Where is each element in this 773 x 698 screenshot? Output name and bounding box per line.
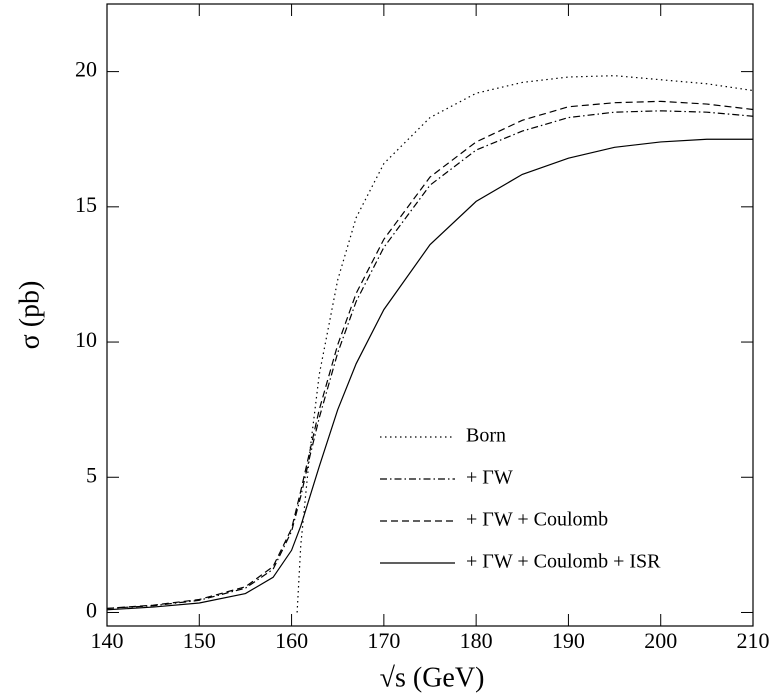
x-tick-label: 180 xyxy=(460,628,493,653)
y-tick-label: 10 xyxy=(75,327,97,352)
x-tick-label: 190 xyxy=(552,628,585,653)
legend-label: + ΓW + Coulomb xyxy=(466,509,608,531)
y-tick-label: 5 xyxy=(86,462,97,487)
y-tick-label: 0 xyxy=(86,598,97,623)
curve xyxy=(106,138,753,611)
legend-label: + ΓW + Coulomb + ISR xyxy=(466,551,661,573)
y-axis-label: σ (pb) xyxy=(14,281,45,350)
x-tick-label: 140 xyxy=(91,628,124,653)
y-tick-label: 15 xyxy=(75,192,97,217)
x-tick-label: 210 xyxy=(737,628,770,653)
y-tick-label: 20 xyxy=(75,57,97,82)
curve xyxy=(296,75,754,613)
x-tick-label: 150 xyxy=(183,628,216,653)
x-tick-label: 160 xyxy=(275,628,308,653)
legend-label: Born xyxy=(466,425,506,447)
x-tick-label: 200 xyxy=(644,628,677,653)
curve xyxy=(106,100,754,610)
x-axis-label: √s (GeV) xyxy=(380,662,485,693)
curve xyxy=(106,110,754,610)
x-tick-label: 170 xyxy=(367,628,400,653)
plot-frame xyxy=(106,3,754,627)
legend-label: + ΓW xyxy=(466,467,513,489)
